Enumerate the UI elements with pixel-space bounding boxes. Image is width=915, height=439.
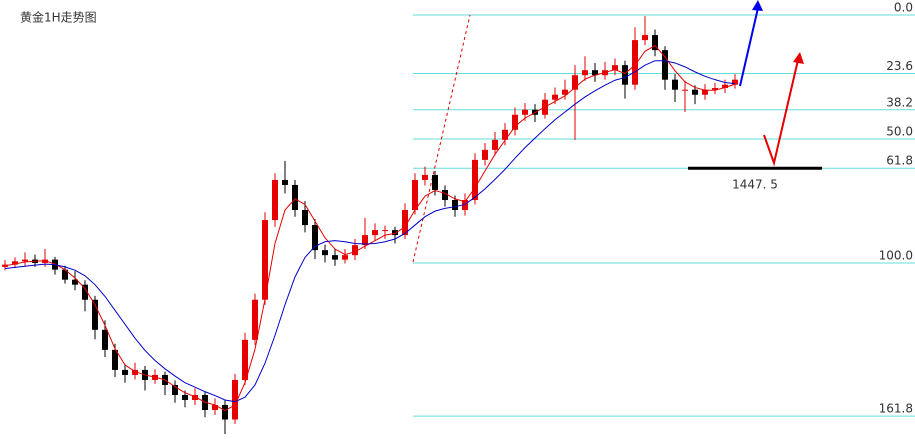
- candle-body: [422, 174, 428, 180]
- candle-body: [452, 200, 458, 211]
- candle-body: [252, 299, 258, 340]
- candle-body: [672, 79, 678, 90]
- candle-body: [502, 129, 508, 140]
- candle-body: [432, 174, 438, 190]
- candle-body: [272, 179, 278, 221]
- candle-body: [2, 264, 8, 267]
- fib-label: 23.6: [886, 59, 913, 73]
- candle-body: [292, 184, 298, 211]
- candle-body: [562, 89, 568, 95]
- candle-body: [462, 200, 468, 211]
- candle-body: [612, 65, 618, 71]
- candle-body: [662, 50, 668, 80]
- candle-body: [232, 379, 238, 420]
- fib-label: 100.0: [879, 248, 913, 262]
- candle-body: [642, 35, 648, 41]
- fib-label: 161.8: [879, 402, 913, 416]
- candle-body: [112, 349, 118, 370]
- candle-body: [342, 255, 348, 260]
- candle-body: [492, 139, 498, 150]
- candle-body: [182, 394, 188, 401]
- candle-body: [312, 225, 318, 251]
- candle-body: [172, 384, 178, 395]
- candle-body: [382, 230, 388, 232]
- candle-body: [222, 405, 228, 420]
- candle-body: [552, 94, 558, 100]
- candles: [2, 16, 738, 434]
- fib-label: 50.0: [886, 124, 913, 138]
- candle-body: [652, 35, 658, 51]
- candle-body: [482, 149, 488, 160]
- candle-body: [22, 259, 28, 262]
- candle-body: [572, 75, 578, 90]
- candle-body: [192, 394, 198, 401]
- chart-title: 黄金1H走势图: [20, 10, 97, 25]
- candle-body: [282, 179, 288, 185]
- candle-body: [132, 369, 138, 375]
- candle-body: [302, 210, 308, 226]
- candle-body: [122, 369, 128, 375]
- candle-body: [102, 329, 108, 350]
- candle-body: [352, 245, 358, 256]
- candle-body: [72, 279, 78, 285]
- fib-label: 38.2: [886, 95, 913, 109]
- candle-body: [262, 220, 268, 300]
- candle-body: [392, 230, 398, 236]
- candle-body: [42, 259, 48, 263]
- candle-body: [522, 109, 528, 115]
- candle-body: [722, 84, 728, 89]
- candle-body: [82, 284, 88, 300]
- candle-body: [472, 159, 478, 201]
- candle-body: [632, 40, 638, 85]
- candle-body: [412, 179, 418, 211]
- candle-body: [732, 79, 738, 85]
- candle-body: [692, 89, 698, 95]
- candle-body: [702, 89, 708, 95]
- fib-label: 0.0: [894, 1, 913, 15]
- moving-averages: [4, 45, 736, 412]
- candle-body: [442, 189, 448, 201]
- candle-body: [582, 70, 588, 76]
- annotation: 1447. 5: [688, 166, 822, 192]
- candle-body: [682, 89, 688, 91]
- forecast-arrows: [739, 0, 804, 167]
- candle-body: [92, 299, 98, 330]
- candle-body: [322, 250, 328, 256]
- candle-body: [332, 255, 338, 260]
- candle-body: [362, 235, 368, 246]
- candle-body: [212, 405, 218, 411]
- fib-label: 61.8: [886, 154, 913, 168]
- ma-line: [4, 60, 736, 403]
- candle-body: [712, 88, 718, 90]
- annotation-label: 1447. 5: [732, 178, 778, 192]
- trend-line: [412, 14, 471, 263]
- candle-body: [12, 261, 18, 265]
- candle-body: [402, 210, 408, 236]
- candle-body: [622, 65, 628, 85]
- fib-levels: 0.0 23.6 38.2 50.0 61.8 100.0 161.8: [413, 1, 915, 417]
- candle-body: [242, 339, 248, 380]
- candle-body: [512, 114, 518, 130]
- candle-body: [62, 269, 68, 280]
- candle-body: [372, 230, 378, 236]
- candle-body: [592, 70, 598, 76]
